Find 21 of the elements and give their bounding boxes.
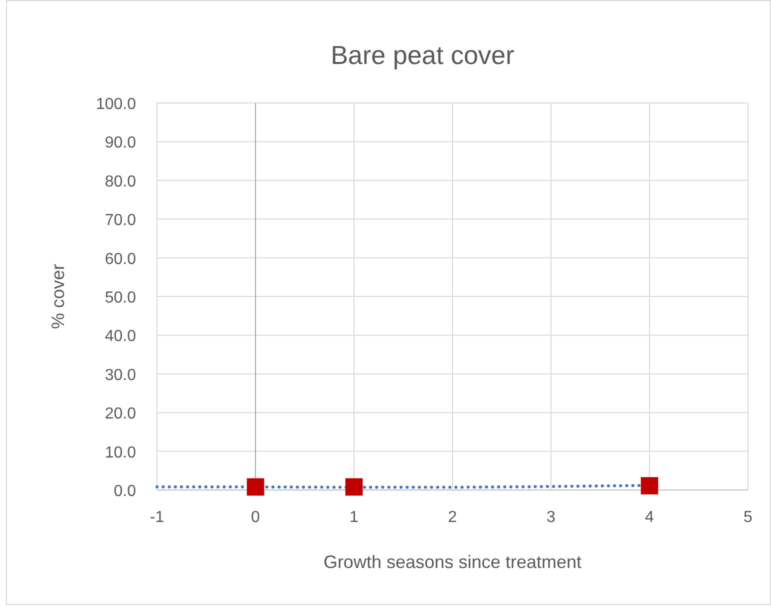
y-tick-label: 60.0 [104,250,136,268]
y-tick-label: 10.0 [104,444,136,462]
y-tick-label: 80.0 [104,173,136,190]
y-axis-title: % cover [48,264,68,330]
y-tick-label: 40.0 [104,328,136,346]
x-tick-label: 5 [744,509,753,526]
x-tick-label: 2 [448,509,458,526]
y-tick-label: 90.0 [104,134,136,152]
x-tick-label: 4 [645,509,654,526]
y-tick-label: 50.0 [104,290,136,306]
y-tick-label: 100.0 [96,96,136,113]
y-tick-label: 70.0 [104,212,136,230]
x-tick-label: -1 [150,509,164,526]
x-tick-label: 0 [251,509,260,526]
y-tick-label: 30.0 [104,366,136,384]
y-tick-label: 0.0 [114,483,136,500]
x-tick-label: 1 [350,509,359,526]
x-tick-label: 3 [546,509,556,526]
chart-title: Bare peat cover [330,40,515,70]
y-tick-label: 20.0 [104,406,136,423]
x-axis-title: Growth seasons since treatment [323,552,582,572]
